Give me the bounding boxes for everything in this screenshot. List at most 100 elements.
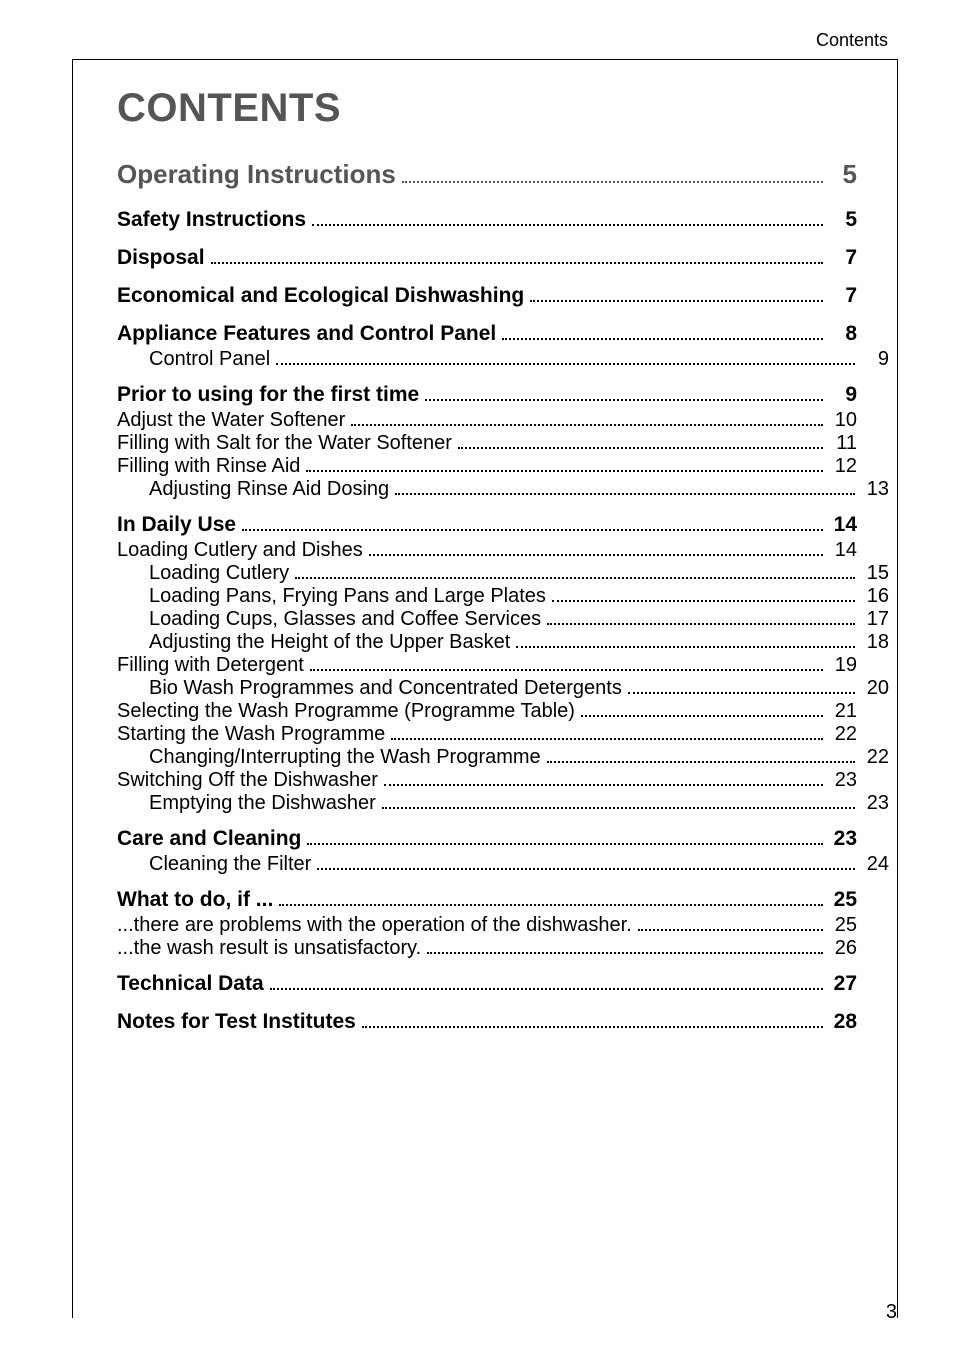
toc-label: Adjusting the Height of the Upper Basket [149, 631, 510, 654]
toc-row: Adjusting the Height of the Upper Basket… [117, 631, 889, 654]
toc-row: Bio Wash Programmes and Concentrated Det… [117, 677, 889, 700]
toc-label: Appliance Features and Control Panel [117, 322, 496, 346]
toc-page: 5 [829, 208, 857, 232]
toc-row: Adjust the Water Softener10 [117, 409, 857, 432]
toc-page: 14 [829, 539, 857, 562]
toc-row: Loading Cups, Glasses and Coffee Service… [117, 608, 889, 631]
toc-leader [211, 247, 823, 264]
toc-label: Loading Pans, Frying Pans and Large Plat… [149, 585, 546, 608]
toc-leader [425, 384, 823, 401]
toc-label: Bio Wash Programmes and Concentrated Det… [149, 677, 622, 700]
toc-leader [395, 479, 855, 495]
toc-label: Loading Cups, Glasses and Coffee Service… [149, 608, 541, 631]
toc-label: Technical Data [117, 972, 264, 996]
running-head: Contents [72, 30, 898, 51]
toc-leader [276, 349, 855, 365]
toc-row: Prior to using for the first time 9 [117, 383, 857, 407]
content-frame: CONTENTS Operating Instructions5Safety I… [72, 60, 898, 1318]
toc-leader [369, 540, 823, 556]
toc-page: 19 [829, 654, 857, 677]
toc-label: Filling with Rinse Aid [117, 455, 300, 478]
toc-leader [306, 456, 823, 472]
toc-leader [547, 609, 855, 625]
toc-row: Filling with Salt for the Water Softener… [117, 432, 857, 455]
toc-label: Control Panel [149, 348, 270, 371]
toc-row: Appliance Features and Control Panel 8 [117, 322, 857, 346]
toc-label: Loading Cutlery and Dishes [117, 539, 363, 562]
page-number: 3 [886, 1301, 897, 1324]
toc-label: Emptying the Dishwasher [149, 792, 376, 815]
toc-row: Filling with Detergent 19 [117, 654, 857, 677]
toc-leader [295, 563, 855, 579]
toc-page: 20 [861, 677, 889, 700]
toc-leader [242, 514, 823, 531]
toc-row: Changing/Interrupting the Wash Programme… [117, 746, 889, 769]
toc-leader [502, 323, 823, 340]
toc-row: Operating Instructions 5 [117, 159, 857, 190]
toc-page: 25 [829, 914, 857, 937]
toc-row: Control Panel 9 [117, 348, 889, 371]
toc-leader [628, 678, 855, 694]
toc-row: Cleaning the Filter24 [117, 853, 889, 876]
toc-list: Operating Instructions5Safety Instructio… [117, 153, 857, 1036]
toc-page: 5 [829, 159, 857, 190]
toc-label: Adjusting Rinse Aid Dosing [149, 478, 389, 501]
toc-label: Adjust the Water Softener [117, 409, 345, 432]
toc-leader [530, 285, 823, 302]
toc-row: Care and Cleaning23 [117, 827, 857, 851]
toc-row: Economical and Ecological Dishwashing7 [117, 284, 857, 308]
toc-leader [547, 747, 855, 763]
toc-page: 18 [861, 631, 889, 654]
toc-row: Technical Data 27 [117, 972, 857, 996]
toc-row: Notes for Test Institutes 28 [117, 1010, 857, 1034]
toc-leader [402, 163, 823, 183]
toc-row: Loading Pans, Frying Pans and Large Plat… [117, 585, 889, 608]
toc-label: Changing/Interrupting the Wash Programme [149, 746, 541, 769]
toc-leader [382, 793, 855, 809]
toc-page: 8 [829, 322, 857, 346]
toc-label: Operating Instructions [117, 159, 396, 190]
toc-row: Safety Instructions5 [117, 208, 857, 232]
toc-row: ...the wash result is unsatisfactory.26 [117, 937, 857, 960]
toc-leader [351, 410, 823, 426]
toc-row: Starting the Wash Programme22 [117, 723, 857, 746]
toc-row: Adjusting Rinse Aid Dosing13 [117, 478, 889, 501]
toc-label: Economical and Ecological Dishwashing [117, 284, 524, 308]
toc-page: 24 [861, 853, 889, 876]
toc-leader [516, 632, 855, 648]
toc-row: Emptying the Dishwasher 23 [117, 792, 889, 815]
toc-page: 15 [861, 562, 889, 585]
toc-leader [427, 938, 823, 954]
toc-label: Starting the Wash Programme [117, 723, 385, 746]
toc-page: 28 [829, 1010, 857, 1034]
toc-label: Prior to using for the first time [117, 383, 419, 407]
toc-label: ...the wash result is unsatisfactory. [117, 937, 421, 960]
toc-page: 22 [861, 746, 889, 769]
toc-page: 23 [861, 792, 889, 815]
toc-page: 23 [829, 769, 857, 792]
toc-page: 23 [829, 827, 857, 851]
toc-page: 27 [829, 972, 857, 996]
toc-label: Filling with Detergent [117, 654, 304, 677]
toc-label: Filling with Salt for the Water Softener [117, 432, 452, 455]
toc-leader [270, 973, 823, 990]
page: Contents CONTENTS Operating Instructions… [0, 0, 954, 1352]
toc-row: Filling with Rinse Aid 12 [117, 455, 857, 478]
toc-page: 9 [829, 383, 857, 407]
toc-row: Loading Cutlery and Dishes 14 [117, 539, 857, 562]
toc-leader [362, 1011, 823, 1028]
toc-page: 9 [861, 348, 889, 371]
toc-leader [310, 655, 823, 671]
toc-page: 12 [829, 455, 857, 478]
toc-page: 17 [861, 608, 889, 631]
toc-leader [279, 889, 823, 906]
toc-leader [384, 770, 823, 786]
toc-page: 16 [861, 585, 889, 608]
toc-page: 25 [829, 888, 857, 912]
toc-page: 7 [829, 246, 857, 270]
toc-label: ...there are problems with the operation… [117, 914, 632, 937]
toc-label: Notes for Test Institutes [117, 1010, 356, 1034]
toc-label: In Daily Use [117, 513, 236, 537]
toc-leader [458, 433, 823, 449]
toc-label: Switching Off the Dishwasher [117, 769, 378, 792]
